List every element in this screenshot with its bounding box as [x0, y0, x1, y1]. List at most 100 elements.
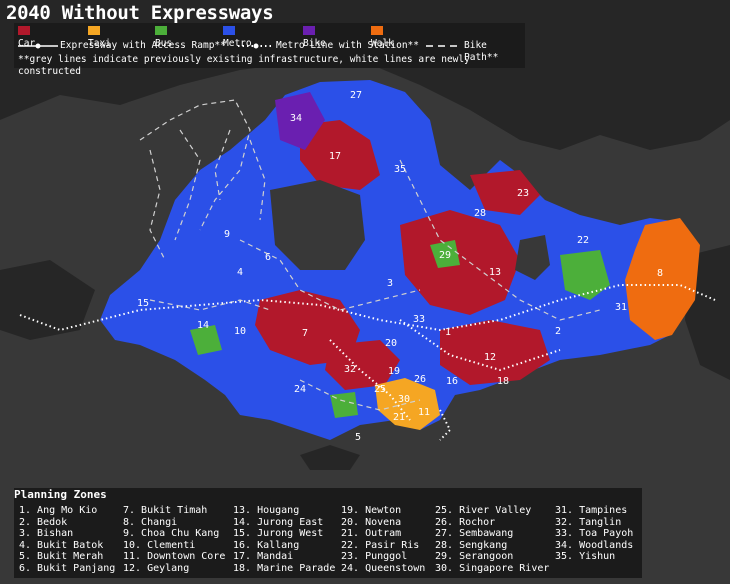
expressway-legend-label: Expressway with Access Ramp**: [60, 40, 226, 51]
bike-path-legend-label: Bike Path**: [464, 40, 499, 63]
legend-label: Metro: [223, 38, 252, 49]
zone-label: 20: [385, 338, 397, 349]
zone-column: 25. River Valley 26. Rochor 27. Sembawan…: [435, 505, 549, 575]
legend-bus: Bus: [155, 26, 173, 49]
zone-entry: 6. Bukit Panjang: [19, 562, 116, 574]
zone-entry: 31. Tampines: [555, 505, 628, 516]
bike-path-network: [139, 99, 601, 411]
bus-mode-regions: [190, 240, 610, 418]
zone-label: 29: [439, 250, 451, 261]
zone-entry: 20. Novena: [341, 516, 402, 528]
zone-label: 28: [474, 208, 486, 219]
zone-entry: 21. Outram: [341, 528, 402, 540]
zone-label: 34: [290, 113, 302, 124]
zone-entry: 16. Kallang: [233, 539, 300, 551]
zone-entry: 4. Bukit Batok: [19, 539, 104, 551]
zone-label: 17: [329, 151, 341, 162]
zone-label: 13: [489, 267, 501, 278]
zone-label: 6: [265, 252, 271, 263]
zone-label: 25: [374, 384, 386, 395]
zone-entry: 22. Pasir Ris: [341, 539, 420, 551]
zone-entry: 24. Queenstown: [341, 562, 426, 574]
zone-column: 19. Newton 20. Novena 21. Outram 22. Pas…: [341, 505, 425, 575]
zone-label: 23: [517, 188, 529, 199]
legend-label: Car: [18, 38, 36, 49]
zone-label: 30: [398, 394, 410, 405]
zone-label: 19: [388, 366, 400, 377]
metro-legend-label: Metro Line with Station**: [276, 40, 419, 51]
zone-entry: 26. Rochor: [435, 516, 496, 528]
zone-entry: 18. Marine Parade: [233, 562, 336, 574]
line-legend-row: Expressway with Access Ramp** Metro Line…: [14, 40, 525, 63]
zone-label: 3: [387, 278, 393, 289]
zone-entry: 2. Bedok: [19, 516, 68, 528]
zone-entry: 30. Singapore River: [435, 562, 550, 574]
legend-label: Bike: [303, 38, 326, 49]
zone-label: 1: [445, 327, 451, 338]
zone-label: 12: [484, 352, 496, 363]
legend-bike: Bike: [303, 26, 326, 49]
zone-entry: 12. Geylang: [123, 562, 190, 574]
zone-entry: 34. Woodlands: [555, 539, 634, 551]
zone-entry: 28. Sengkang: [435, 539, 508, 551]
zone-label: 24: [294, 384, 306, 395]
expressway-symbol: [18, 43, 58, 49]
zone-column: 13. Hougang 14. Jurong East 15. Jurong W…: [233, 505, 335, 575]
legend-metro: Metro: [223, 26, 252, 49]
zone-label: 14: [197, 320, 209, 331]
zone-entry: 32. Tanglin: [555, 516, 622, 528]
zone-label: 2: [555, 326, 561, 337]
bike-path-symbol: [426, 45, 462, 47]
legend-note: **grey lines indicate previously existin…: [18, 54, 470, 77]
zone-entry: 29. Serangoon: [435, 551, 514, 563]
map-title: 2040 Without Expressways: [6, 2, 274, 24]
zone-entry: 13. Hougang: [233, 505, 300, 516]
zone-label: 9: [224, 229, 230, 240]
zone-labels: 1 2 3 4 5 6 7 8 9 10 11 12 13 14 15 16 1…: [137, 90, 663, 443]
zone-entry: 17. Mandai: [233, 551, 294, 563]
zone-entry: 33. Toa Payoh: [555, 528, 634, 540]
walk-swatch: [371, 26, 383, 35]
bike-mode-region: [275, 92, 325, 150]
zone-label: 7: [302, 328, 308, 339]
zone-label: 16: [446, 376, 458, 387]
planning-zones-legend: Planning Zones 1. Ang Mo Kio 2. Bedok 3.…: [14, 488, 642, 578]
zone-label: 33: [413, 314, 425, 325]
planning-zones-title: Planning Zones: [14, 488, 107, 501]
zone-entry: 10. Clementi: [123, 539, 196, 551]
island-south: [300, 445, 360, 470]
zone-entry: 7. Bukit Timah: [123, 505, 208, 516]
mode-legend: Car Taxi Bus Metro Bike Walk Expressway …: [14, 23, 525, 77]
zone-entry: 27. Sembawang: [435, 528, 514, 540]
zone-entry: 23. Punggol: [341, 551, 408, 563]
zone-label: 18: [497, 376, 509, 387]
zone-label: 21: [393, 412, 405, 423]
zone-label: 15: [137, 298, 149, 309]
zone-column: 31. Tampines 32. Tanglin 33. Toa Payoh 3…: [555, 505, 633, 563]
taxi-mode-region: [375, 378, 440, 430]
legend-label: Walk: [371, 38, 394, 49]
legend-car: Car: [18, 26, 36, 49]
zone-label: 5: [355, 432, 361, 443]
zone-entry: 35. Yishun: [555, 551, 616, 563]
zone-label: 35: [394, 164, 406, 175]
zone-entry: 25. River Valley: [435, 505, 532, 516]
zone-entry: 9. Choa Chu Kang: [123, 528, 220, 540]
zone-entry: 1. Ang Mo Kio: [19, 505, 98, 516]
zone-entry: 5. Bukit Merah: [19, 551, 104, 563]
zone-label: 32: [344, 364, 356, 375]
zone-entry: 3. Bishan: [19, 528, 74, 540]
zone-label: 8: [657, 268, 663, 279]
zone-label: 31: [615, 302, 627, 313]
zone-column: 7. Bukit Timah 8. Changi 9. Choa Chu Kan…: [123, 505, 225, 575]
car-swatch: [18, 26, 30, 35]
zone-entry: 19. Newton: [341, 505, 402, 516]
legend-taxi: Taxi: [88, 26, 111, 49]
legend-label: Bus: [155, 38, 173, 49]
taxi-swatch: [88, 26, 100, 35]
zone-label: 4: [237, 267, 243, 278]
zone-label: 22: [577, 235, 589, 246]
legend-label: Taxi: [88, 38, 111, 49]
reservoirs: [270, 180, 550, 280]
walk-mode-region: [625, 218, 700, 340]
